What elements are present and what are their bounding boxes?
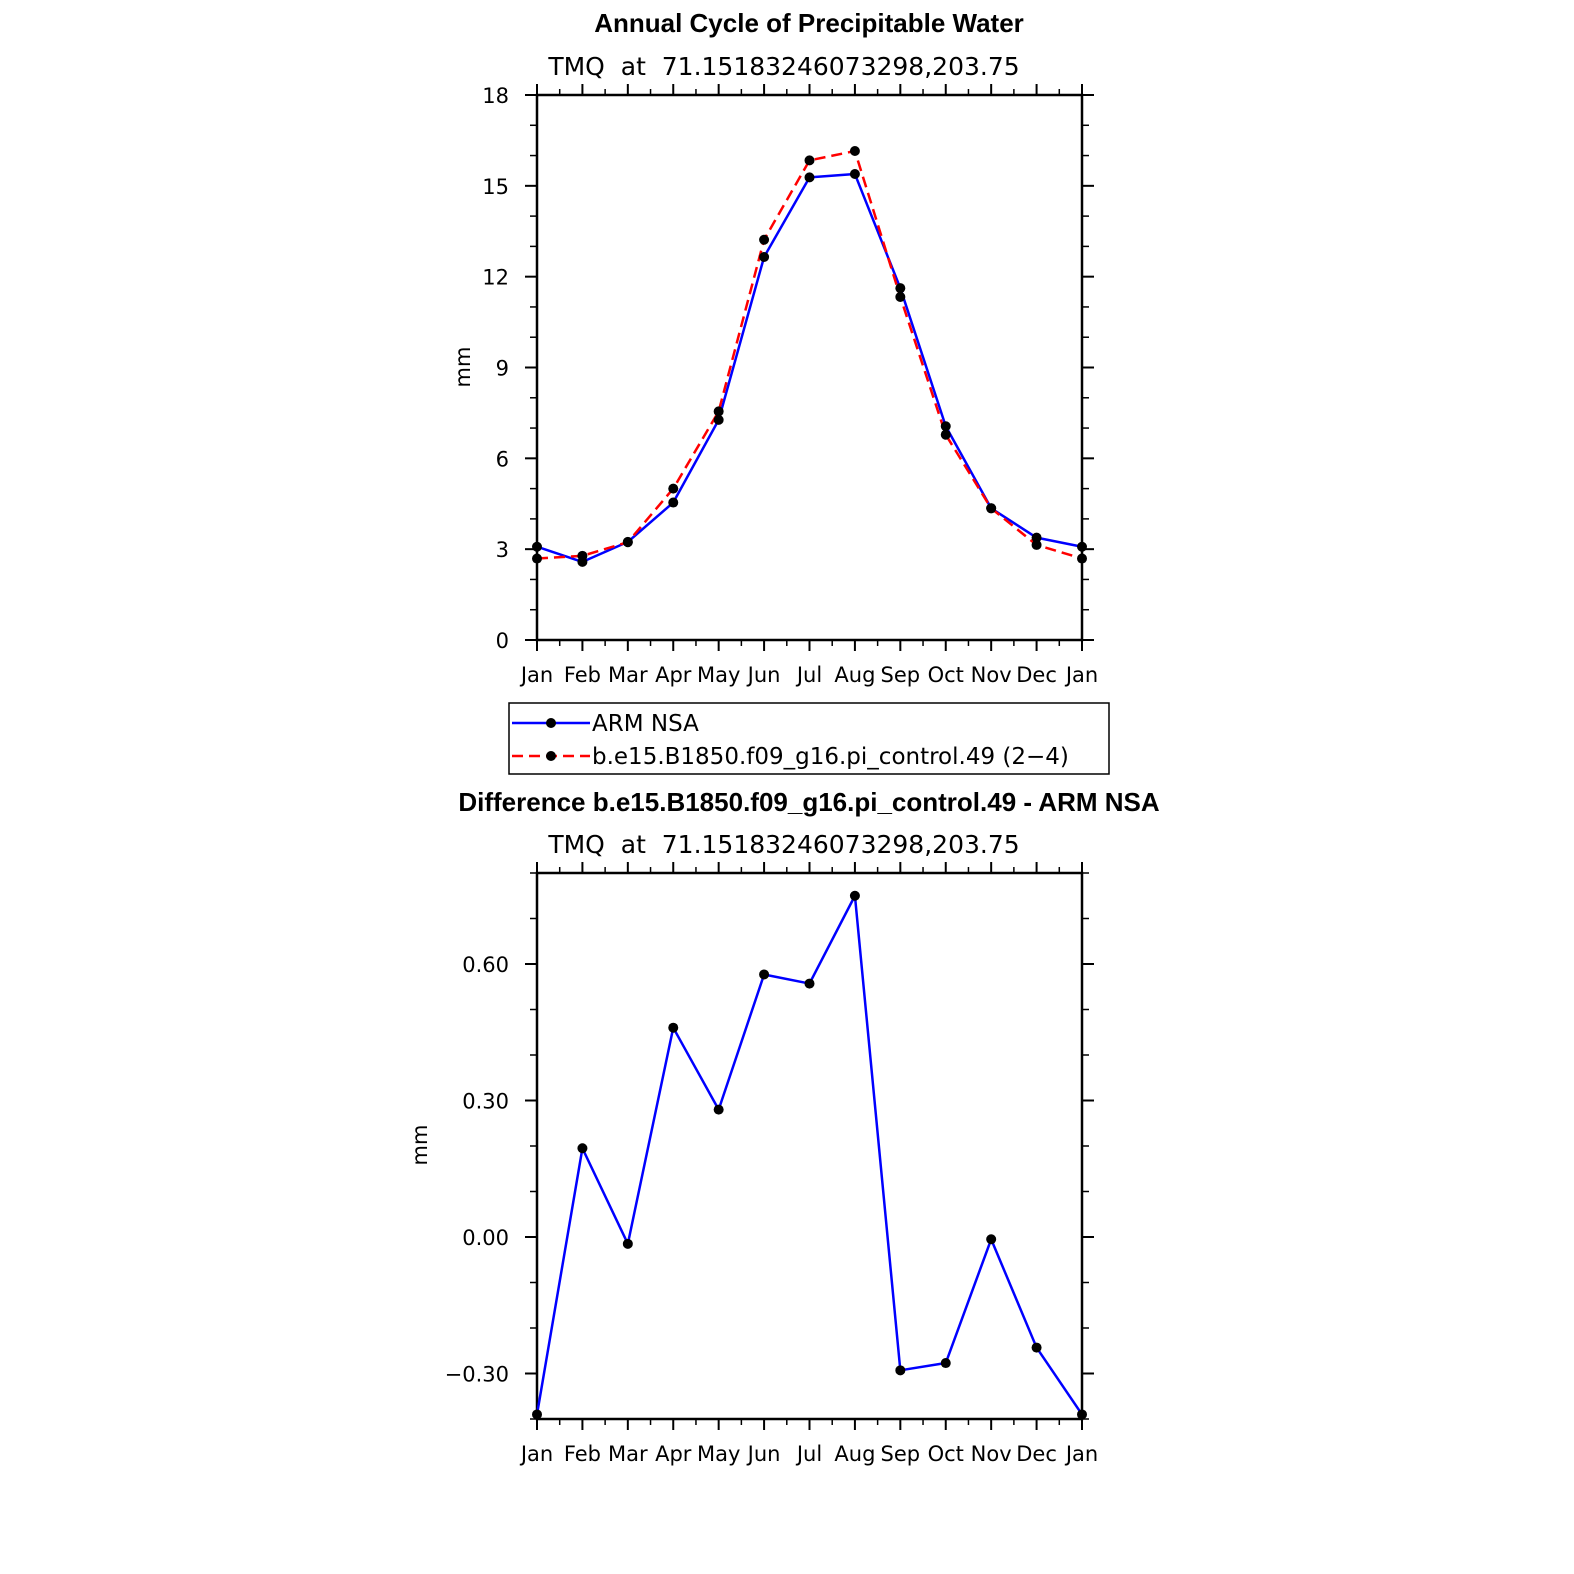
x-tick-label: Dec xyxy=(1016,663,1057,687)
data-point xyxy=(532,553,542,564)
data-point xyxy=(622,537,633,548)
chart-2-plot-area: Jan Feb Mar Apr May Jun Jul Aug Sep Oct Nov Dec Jan −… xyxy=(445,862,1098,1466)
x-tick-label: Sep xyxy=(881,1442,921,1466)
data-point xyxy=(532,1409,542,1420)
x-tick-label: Jul xyxy=(795,663,822,687)
x-tick-label: Jan xyxy=(1064,663,1098,687)
data-point xyxy=(668,497,679,508)
legend-label-arm-nsa: ARM NSA xyxy=(592,711,699,737)
x-tick-label: Apr xyxy=(655,663,692,687)
x-tick-label: Jan xyxy=(1064,1442,1098,1466)
y-tick-label: 3 xyxy=(496,538,509,562)
chart-1-y-axis-label: mm xyxy=(451,347,475,388)
series-line-0 xyxy=(536,172,1083,564)
y-tick-label: 18 xyxy=(482,84,509,108)
data-point xyxy=(1077,553,1087,564)
data-point xyxy=(940,1358,951,1369)
y-tick-label: 0.30 xyxy=(462,1090,509,1114)
data-point xyxy=(895,283,906,294)
y-tick-label: 6 xyxy=(496,447,509,471)
x-tick-label: Jan xyxy=(519,1442,553,1466)
data-point xyxy=(532,541,542,552)
data-point xyxy=(986,1234,997,1245)
legend-marker-model xyxy=(546,751,556,761)
chart-1-legend: ARM NSA b.e15.B1850.f09_g16.pi_control.4… xyxy=(508,702,1110,775)
x-tick-label: Jul xyxy=(795,1442,822,1466)
data-point xyxy=(759,251,770,262)
data-point xyxy=(622,1238,633,1249)
data-point xyxy=(713,406,724,417)
data-point xyxy=(713,414,724,425)
y-tick-label: 9 xyxy=(496,357,509,381)
data-point xyxy=(1031,539,1042,550)
series-line-1 xyxy=(536,149,1083,560)
data-point xyxy=(986,503,997,514)
data-point xyxy=(1077,541,1087,552)
data-point xyxy=(849,169,860,180)
data-point xyxy=(940,421,951,432)
chart-difference: Difference b.e15.B1850.f09_g16.pi_contro… xyxy=(408,787,1160,1466)
data-point xyxy=(759,234,770,245)
legend-label-model: b.e15.B1850.f09_g16.pi_control.49 (2−4) xyxy=(592,744,1069,770)
y-tick-label: 0.60 xyxy=(462,953,509,977)
data-point xyxy=(849,146,860,157)
data-point xyxy=(577,550,588,561)
y-tick-label: 15 xyxy=(482,175,509,199)
chart-2-y-axis-label: mm xyxy=(408,1125,432,1166)
data-point xyxy=(804,978,815,989)
x-tick-label: May xyxy=(697,663,740,687)
chart-annual-cycle: Annual Cycle of Precipitable Water TMQ a… xyxy=(451,8,1110,775)
chart-1-title: Annual Cycle of Precipitable Water xyxy=(594,8,1024,38)
x-tick-label: Nov xyxy=(971,663,1012,687)
x-tick-label: Sep xyxy=(881,663,921,687)
x-tick-label: Mar xyxy=(608,663,648,687)
chart-1-plot-area: Jan Feb Mar Apr May Jun Jul Aug Sep Oct Nov Dec Jan 0… xyxy=(482,84,1098,687)
legend-marker-arm-nsa xyxy=(546,718,556,728)
chart-1-subtitle: TMQ at 71.15183246073298,203.75 xyxy=(547,52,1019,81)
data-point xyxy=(895,291,906,302)
data-point xyxy=(668,1022,679,1033)
data-point xyxy=(849,890,860,901)
x-tick-label: Nov xyxy=(971,1442,1012,1466)
chart-2-title: Difference b.e15.B1850.f09_g16.pi_contro… xyxy=(458,787,1160,817)
x-tick-label: Aug xyxy=(834,1442,875,1466)
x-tick-label: Dec xyxy=(1016,1442,1057,1466)
legend-box xyxy=(508,702,1110,775)
data-point xyxy=(577,1143,588,1154)
x-tick-label: Apr xyxy=(655,1442,692,1466)
y-tick-label: 12 xyxy=(482,266,509,290)
x-tick-label: Oct xyxy=(928,1442,964,1466)
series-line-0 xyxy=(535,894,1084,1416)
data-point xyxy=(804,172,815,183)
x-tick-label: Oct xyxy=(928,663,964,687)
y-tick-label: 0 xyxy=(496,629,509,653)
data-point xyxy=(1031,532,1042,543)
data-point xyxy=(759,969,770,980)
data-point xyxy=(713,1104,724,1115)
data-point xyxy=(895,1365,906,1376)
x-tick-label: May xyxy=(697,1442,740,1466)
y-tick-label: −0.30 xyxy=(445,1363,509,1387)
x-tick-label: Jun xyxy=(746,1442,781,1466)
x-tick-label: Jun xyxy=(746,663,781,687)
legend-entry-arm-nsa: ARM NSA xyxy=(512,711,699,737)
x-tick-label: Jan xyxy=(519,663,553,687)
data-point xyxy=(1077,1409,1087,1420)
data-point xyxy=(668,483,679,494)
data-point xyxy=(1031,1342,1042,1353)
chart-2-subtitle: TMQ at 71.15183246073298,203.75 xyxy=(547,830,1019,859)
plot-frame xyxy=(535,871,1084,1421)
legend-entry-model: b.e15.B1850.f09_g16.pi_control.49 (2−4) xyxy=(512,744,1069,770)
x-tick-label: Feb xyxy=(564,663,601,687)
data-point xyxy=(940,429,951,440)
x-tick-label: Mar xyxy=(608,1442,648,1466)
data-point xyxy=(804,155,815,166)
x-tick-label: Aug xyxy=(834,663,875,687)
y-tick-label: 0.00 xyxy=(462,1226,509,1250)
x-tick-label: Feb xyxy=(564,1442,601,1466)
